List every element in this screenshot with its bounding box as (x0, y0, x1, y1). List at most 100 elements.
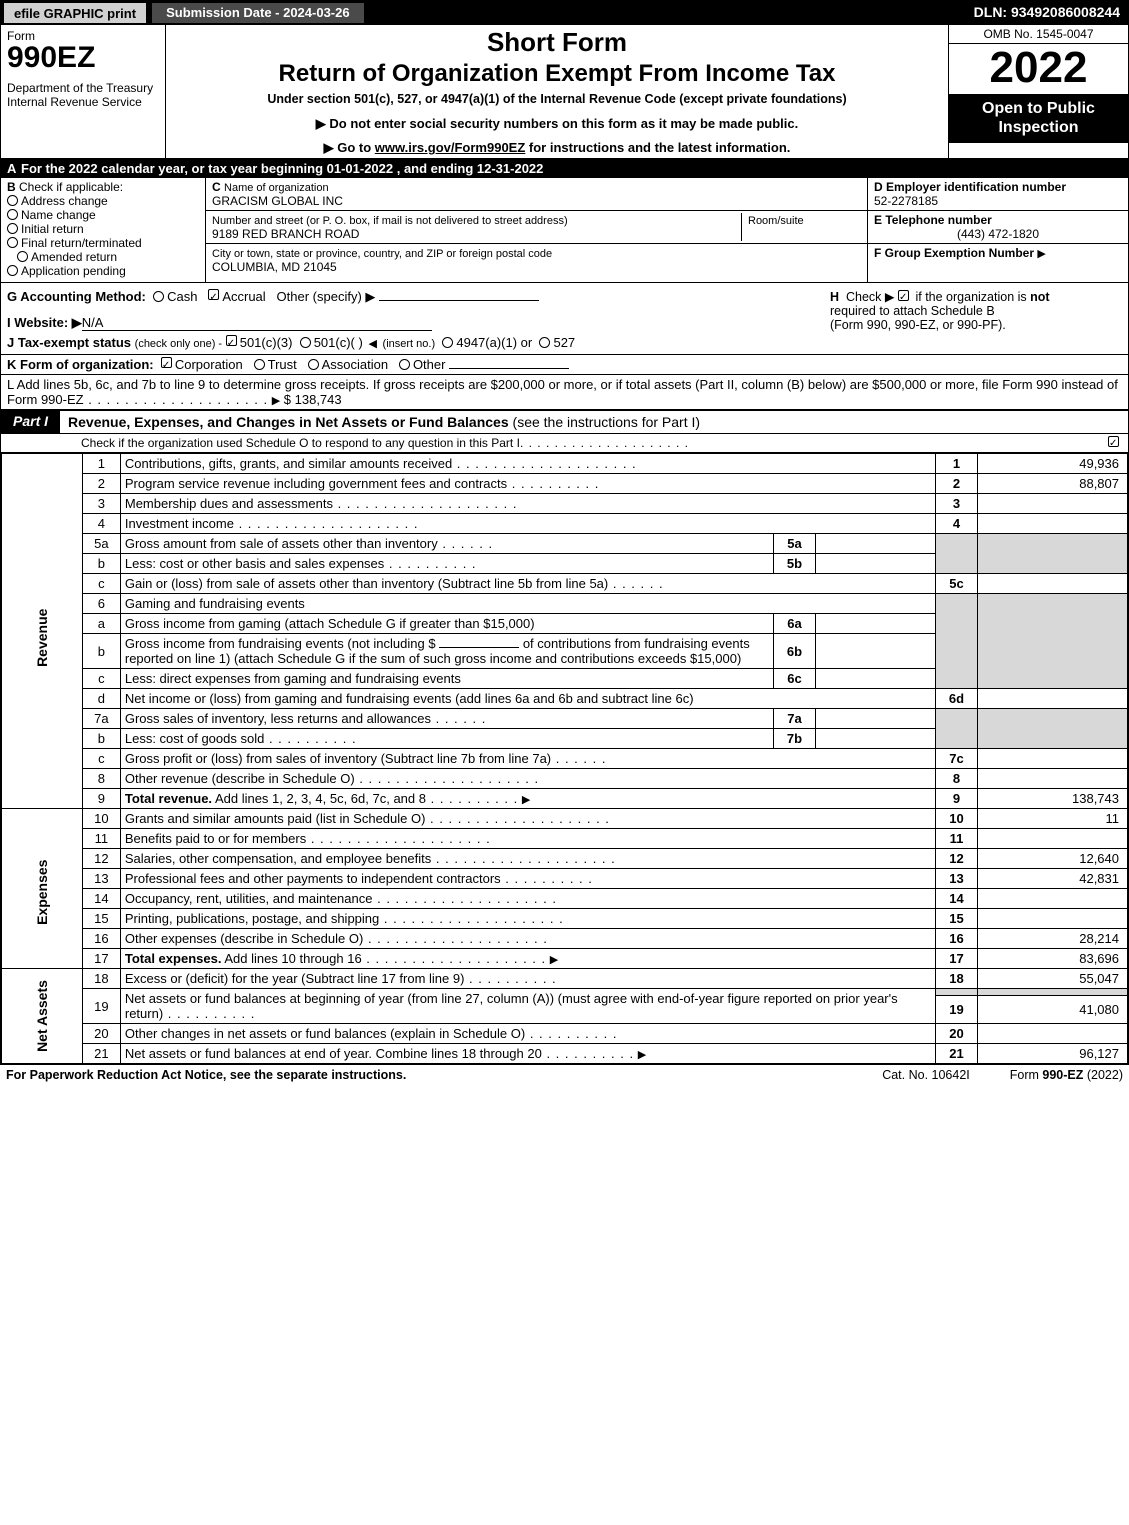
shade-6 (936, 594, 978, 689)
g-label: G Accounting Method: (7, 289, 146, 304)
under-text: Under section 501(c), 527, or 4947(a)(1)… (174, 92, 940, 106)
i-label: I Website: ▶ (7, 315, 82, 330)
topbar: efile GRAPHIC print Submission Date - 20… (1, 1, 1128, 25)
j-501c3: 501(c)(3) (240, 335, 293, 350)
ln-21-amt: 96,127 (978, 1044, 1128, 1064)
ln-18-amt: 55,047 (978, 969, 1128, 989)
h-t3: required to attach Schedule B (830, 304, 995, 318)
footer-right-post: (2022) (1083, 1068, 1123, 1082)
row-a-text: For the 2022 calendar year, or tax year … (21, 161, 543, 176)
chk-application-pending[interactable] (7, 265, 18, 276)
form-header: Form 990EZ Department of the Treasury In… (1, 25, 1128, 159)
chk-accrual[interactable] (208, 289, 219, 300)
chk-association[interactable] (308, 359, 319, 370)
header-left: Form 990EZ Department of the Treasury In… (1, 25, 166, 158)
ln-12-box: 12 (936, 849, 978, 869)
chk-name-change[interactable] (7, 209, 18, 220)
chk-initial-return[interactable] (7, 223, 18, 234)
chk-4947[interactable] (442, 337, 453, 348)
ln-5a-n: 5a (82, 534, 120, 554)
ln-15-amt (978, 909, 1128, 929)
chk-h[interactable] (898, 290, 909, 301)
ln-2-n: 2 (82, 474, 120, 494)
goto-post: for instructions and the latest informat… (525, 140, 790, 155)
chk-corporation[interactable] (161, 357, 172, 368)
ln-14-n: 14 (82, 889, 120, 909)
ln-11-box: 11 (936, 829, 978, 849)
j-501c: 501(c)( ) (314, 335, 363, 350)
ln-14-box: 14 (936, 889, 978, 909)
return-title: Return of Organization Exempt From Incom… (174, 60, 940, 88)
chk-527[interactable] (539, 337, 550, 348)
grp-arrow: ▶ (1037, 248, 1045, 260)
ln-6b-t1: Gross income from fundraising events (no… (125, 636, 436, 651)
omb-number: OMB No. 1545-0047 (949, 25, 1128, 44)
city-value: COLUMBIA, MD 21045 (212, 260, 337, 274)
ln-7a-miniamt (816, 709, 936, 729)
shade-19 (936, 989, 978, 996)
goto-line: ▶ Go to www.irs.gov/Form990EZ for instru… (174, 140, 940, 156)
ln-6b-miniamt (816, 634, 936, 669)
ln-6c-t: Less: direct expenses from gaming and fu… (125, 671, 461, 686)
h-t2: if the organization is (915, 290, 1026, 304)
ln-9-n: 9 (82, 789, 120, 809)
row-a: AFor the 2022 calendar year, or tax year… (1, 159, 1128, 178)
chk-final-return[interactable] (7, 237, 18, 248)
shade-7 (936, 709, 978, 749)
room-suite: Room/suite (741, 213, 861, 241)
chk-schedule-o[interactable] (1108, 436, 1119, 447)
efile-print-button[interactable]: efile GRAPHIC print (3, 2, 147, 24)
ln-8-box: 8 (936, 769, 978, 789)
ln-20-box: 20 (936, 1024, 978, 1044)
chk-address-change[interactable] (7, 195, 18, 206)
col-def: D Employer identification number 52-2278… (868, 178, 1128, 282)
ln-15-n: 15 (82, 909, 120, 929)
chk-cash[interactable] (153, 291, 164, 302)
ln-13-n: 13 (82, 869, 120, 889)
chk-other-org[interactable] (399, 359, 410, 370)
chk-trust[interactable] (254, 359, 265, 370)
ssn-warning: ▶ Do not enter social security numbers o… (174, 116, 940, 132)
ln-6a-n: a (82, 614, 120, 634)
ln-3-amt (978, 494, 1128, 514)
part-i-sub-text: Check if the organization used Schedule … (81, 436, 520, 450)
ln-20-t: Other changes in net assets or fund bala… (125, 1026, 525, 1041)
ln-7c-t: Gross profit or (loss) from sales of inv… (125, 751, 551, 766)
lines-table: Revenue 1 Contributions, gifts, grants, … (1, 453, 1128, 1064)
city-label: City or town, state or province, country… (212, 248, 552, 260)
ln-7c-box: 7c (936, 749, 978, 769)
b-title: Check if applicable: (19, 180, 123, 194)
chk-501c3[interactable] (226, 335, 237, 346)
chk-amended-return[interactable] (17, 251, 28, 262)
ln-2-box: 2 (936, 474, 978, 494)
chk-501c[interactable] (300, 337, 311, 348)
col-c: C Name of organization GRACISM GLOBAL IN… (206, 178, 868, 282)
ln-10-amt: 11 (978, 809, 1128, 829)
part-i-header: Part I Revenue, Expenses, and Changes in… (1, 410, 1128, 434)
group-exemption-label: F Group Exemption Number (874, 246, 1034, 260)
ln-14-t: Occupancy, rent, utilities, and maintena… (125, 891, 373, 906)
ln-20-n: 20 (82, 1024, 120, 1044)
part-i-sub: Check if the organization used Schedule … (1, 434, 1128, 453)
dln: DLN: 93492086008244 (966, 1, 1128, 25)
ln-6c-mini: 6c (774, 669, 816, 689)
section-h: H Check ▶ if the organization is not req… (822, 289, 1122, 350)
ln-8-t: Other revenue (describe in Schedule O) (125, 771, 355, 786)
ln-17-t2: Add lines 10 through 16 (224, 951, 361, 966)
ln-16-t: Other expenses (describe in Schedule O) (125, 931, 363, 946)
telephone: (443) 472-1820 (874, 227, 1122, 241)
ln-4-amt (978, 514, 1128, 534)
shade-19-amt (978, 989, 1128, 996)
ln-6d-box: 6d (936, 689, 978, 709)
ln-12-n: 12 (82, 849, 120, 869)
ln-6-t: Gaming and fundraising events (120, 594, 935, 614)
ln-5a-miniamt (816, 534, 936, 554)
h-t1: Check ▶ (846, 290, 895, 304)
dept: Department of the Treasury Internal Reve… (7, 81, 159, 109)
ln-7a-mini: 7a (774, 709, 816, 729)
footer: For Paperwork Reduction Act Notice, see … (0, 1065, 1129, 1085)
submission-date: Submission Date - 2024-03-26 (151, 2, 365, 24)
goto-link[interactable]: www.irs.gov/Form990EZ (375, 140, 526, 155)
tax-year: 2022 (949, 44, 1128, 95)
ln-11-amt (978, 829, 1128, 849)
